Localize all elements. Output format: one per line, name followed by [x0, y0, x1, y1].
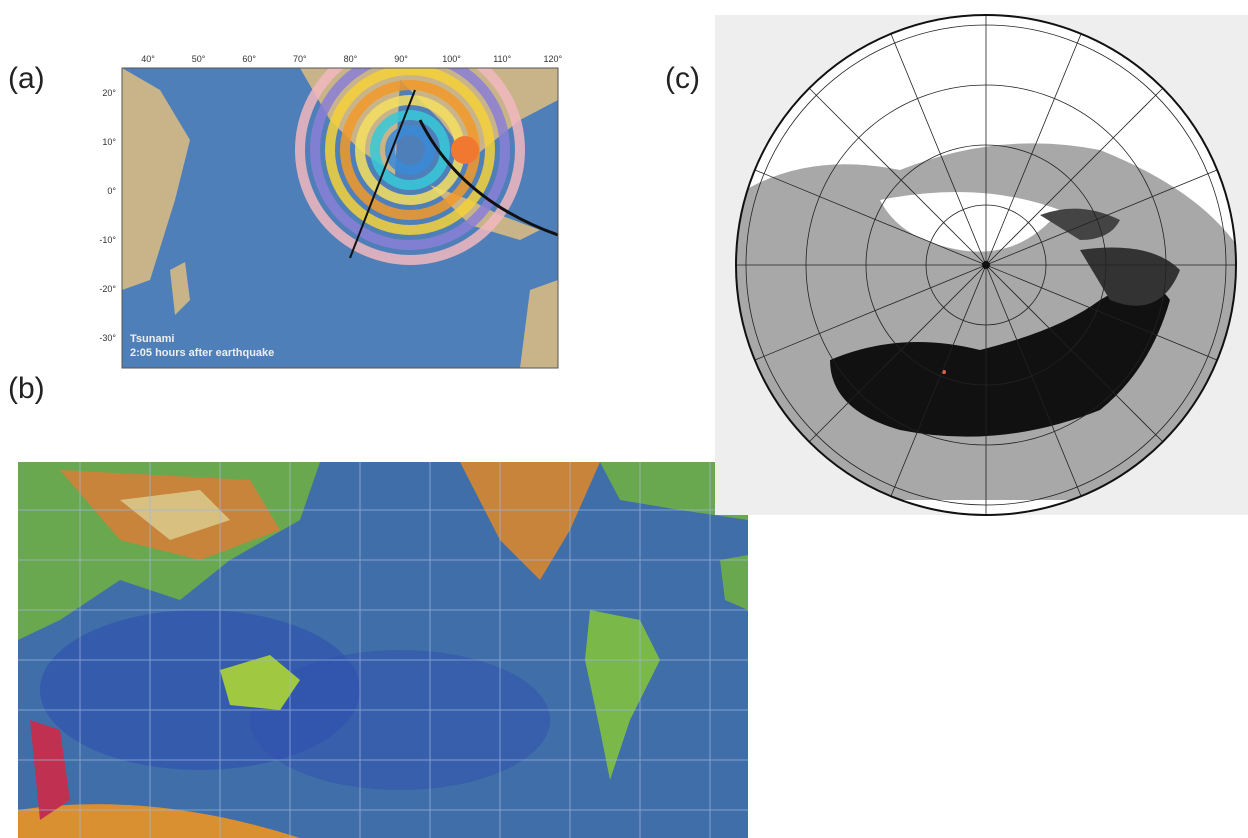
- left-tick-label: 20°: [102, 88, 116, 98]
- top-tick-label: 60°: [242, 54, 256, 64]
- top-tick-label: 110°: [493, 54, 511, 64]
- annotation: Tsunami: [130, 333, 174, 345]
- annotation: 2:05 hours after earthquake: [130, 347, 274, 359]
- top-tick-label: 40°: [141, 54, 155, 64]
- left-tick-label: -10°: [99, 235, 116, 245]
- figure: Tsunami 2:05 hours after earthquake (a) …: [0, 0, 1248, 838]
- left-tick-label: -30°: [99, 333, 116, 343]
- top-tick-label: 80°: [344, 54, 358, 64]
- panel-label: (a): [8, 62, 45, 95]
- left-tick-label: 10°: [102, 137, 116, 147]
- left-tick-label: -20°: [99, 284, 116, 294]
- panel-label: (c): [665, 62, 700, 95]
- world-map: [18, 462, 748, 838]
- top-tick-label: 70°: [293, 54, 307, 64]
- panel-label: (b): [8, 372, 45, 405]
- top-tick-label: 90°: [394, 54, 408, 64]
- top-tick-label: 50°: [192, 54, 206, 64]
- tsunami-map: Tsunami 2:05 hours after earthquake: [122, 40, 558, 368]
- top-tick-label: 120°: [543, 54, 562, 64]
- pole: [982, 261, 990, 269]
- left-tick-label: 0°: [107, 186, 116, 196]
- top-tick-label: 100°: [442, 54, 461, 64]
